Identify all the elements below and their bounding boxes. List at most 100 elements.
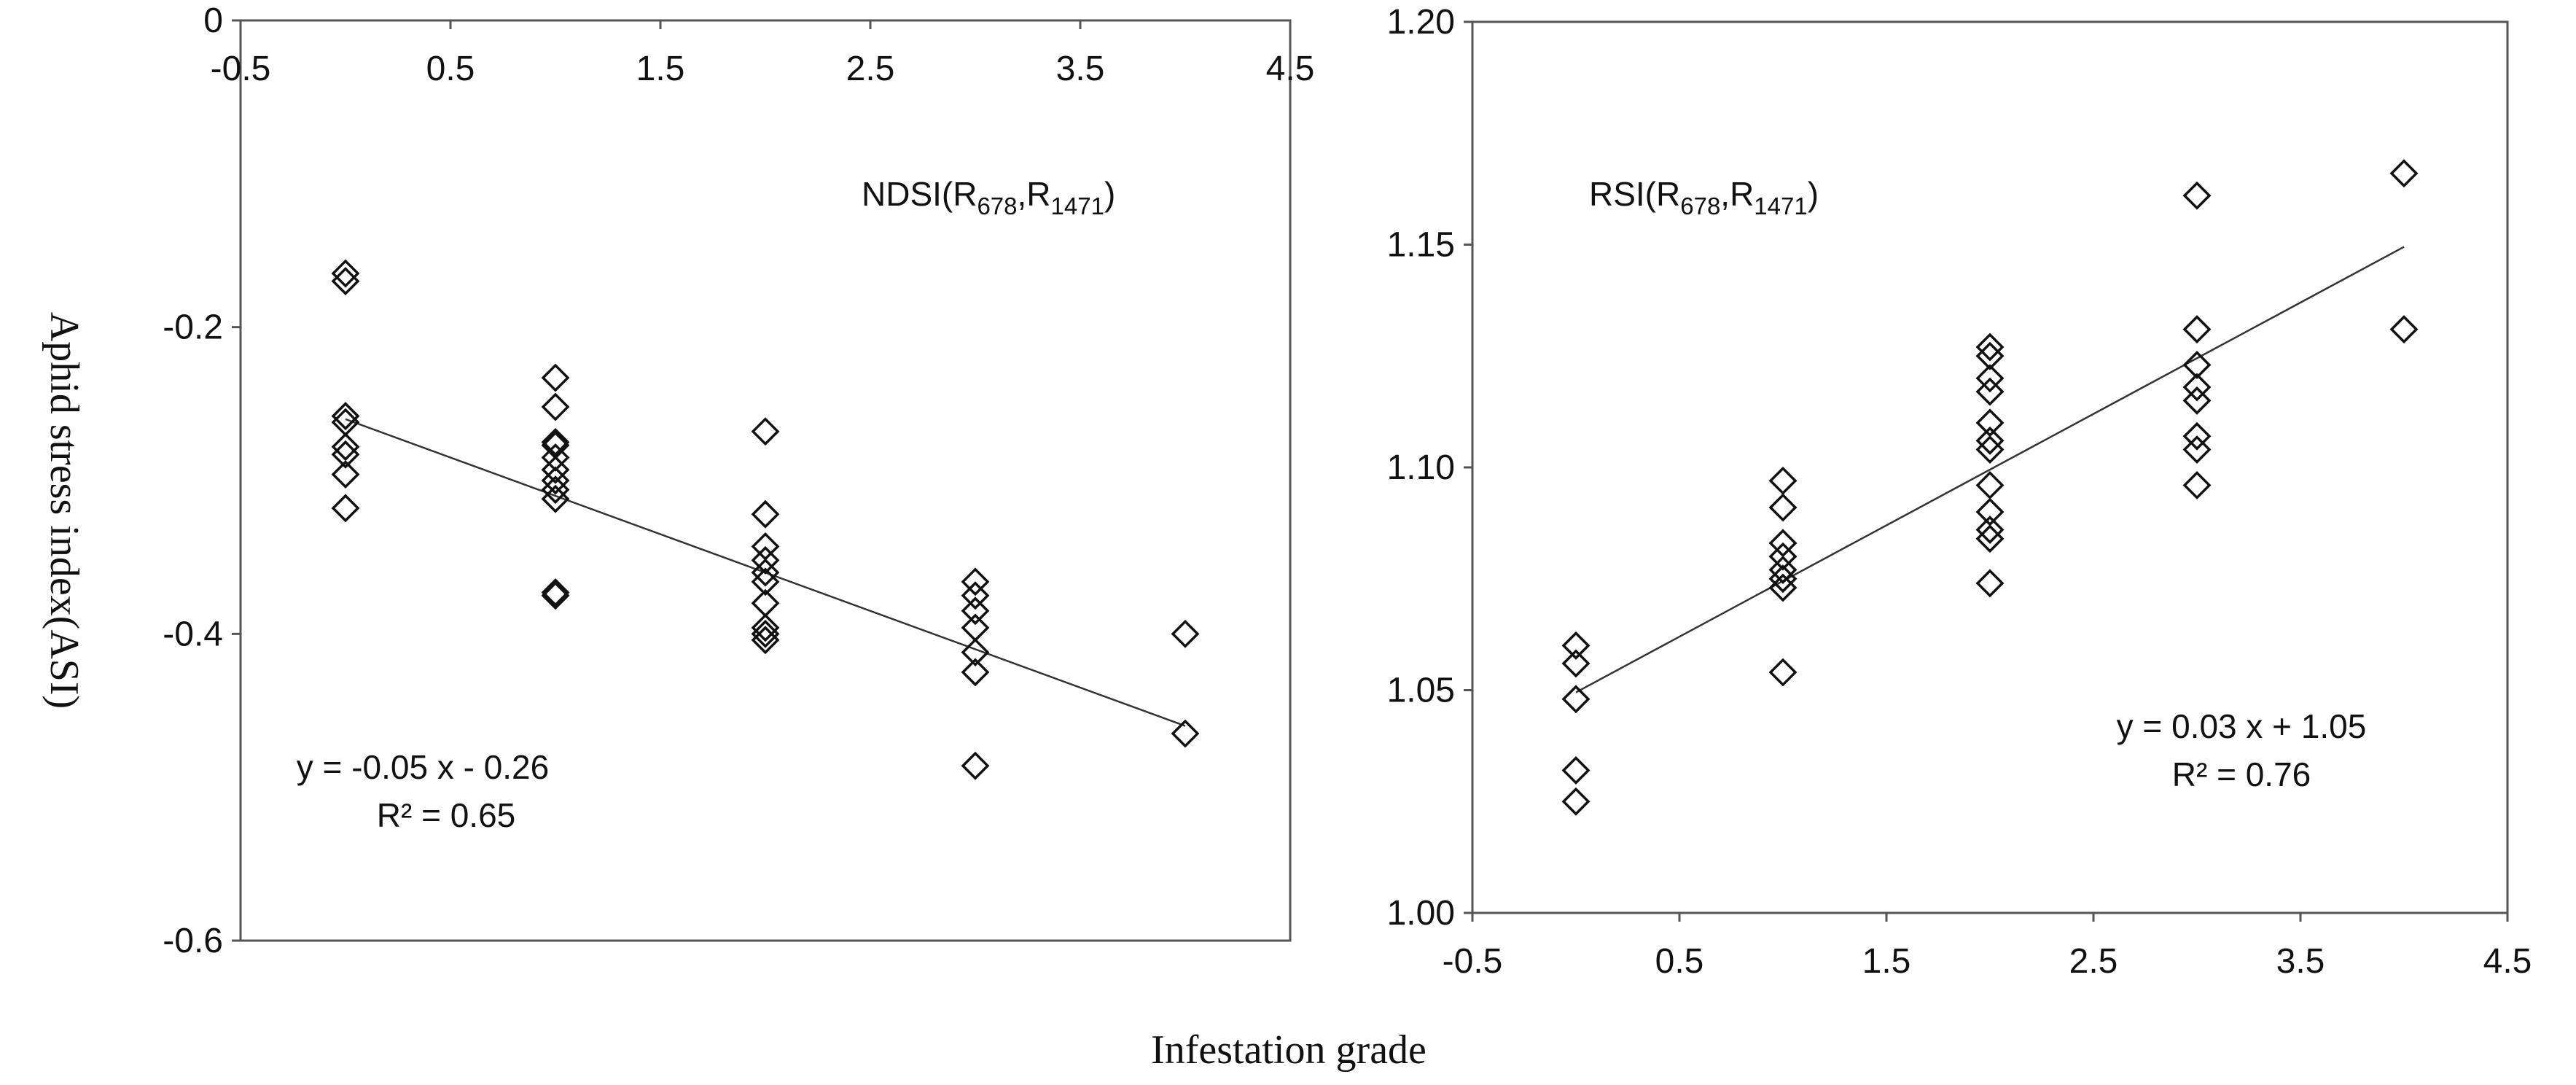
rsi-data-point bbox=[2182, 421, 2212, 451]
rsi-points bbox=[1561, 159, 2419, 816]
rsi-y-ticks: 1.00 1.05 1.10 1.15 1.20 bbox=[1387, 3, 1472, 933]
ndsi-data-point bbox=[331, 402, 360, 431]
ndsi-x-tick-label: 3.5 bbox=[1056, 50, 1105, 88]
rsi-data-point bbox=[1561, 649, 1591, 678]
ndsi-data-point bbox=[751, 545, 780, 575]
ndsi-data-point bbox=[541, 363, 570, 392]
ndsi-y-ticks: 0 -0.2 -0.4 -0.6 bbox=[163, 1, 241, 960]
ndsi-data-point bbox=[541, 578, 570, 607]
ndsi-points bbox=[331, 259, 1200, 780]
ndsi-data-point bbox=[1171, 719, 1200, 748]
rsi-plot-frame bbox=[1471, 20, 2509, 914]
ndsi-x-tick-label: 0.5 bbox=[426, 50, 475, 88]
ndsi-title: NDSI(R678,R1471) bbox=[862, 175, 1115, 219]
ndsi-data-point bbox=[751, 499, 780, 529]
rsi-y-tick-label: 1.15 bbox=[1387, 226, 1455, 265]
rsi-data-point bbox=[1561, 685, 1591, 714]
ndsi-y-tick-label: -0.6 bbox=[163, 922, 223, 960]
rsi-data-point bbox=[1768, 556, 1798, 585]
rsi-trendline bbox=[1575, 246, 2405, 693]
ndsi-x-tick-label: -0.5 bbox=[211, 50, 271, 88]
rsi-data-point bbox=[2182, 315, 2212, 344]
rsi-y-tick-label: 1.20 bbox=[1387, 3, 1455, 42]
ndsi-data-point bbox=[541, 475, 570, 505]
ndsi-data-point bbox=[961, 581, 990, 610]
rsi-x-tick-label: -0.5 bbox=[1443, 942, 1503, 981]
ndsi-data-point bbox=[331, 432, 360, 462]
ndsi-x-ticks: -0.5 0.5 1.5 2.5 3.5 4.5 bbox=[211, 20, 1315, 88]
ndsi-data-point bbox=[961, 751, 990, 780]
rsi-data-point bbox=[2182, 435, 2212, 464]
rsi-data-point bbox=[1975, 435, 2005, 464]
rsi-data-point bbox=[2389, 315, 2419, 344]
ndsi-data-point bbox=[331, 259, 360, 288]
ndsi-plot-frame bbox=[239, 19, 1292, 942]
rsi-data-point bbox=[1975, 426, 2005, 455]
ndsi-equation: y = -0.05 x - 0.26 bbox=[297, 748, 549, 786]
rsi-data-point bbox=[1561, 631, 1591, 660]
ndsi-data-point bbox=[961, 567, 990, 596]
ndsi-data-point bbox=[961, 638, 990, 667]
rsi-equation: y = 0.03 x + 1.05 bbox=[2117, 707, 2367, 745]
rsi-data-point bbox=[1768, 573, 1798, 602]
ndsi-data-point bbox=[331, 460, 360, 489]
rsi-panel: 1.00 1.05 1.10 1.15 1.20 -0.5 0.5 1.5 2.5 3.5 4.5… bbox=[1387, 3, 2532, 981]
rsi-data-point bbox=[1975, 341, 2005, 370]
rsi-x-tick-label: 3.5 bbox=[2276, 942, 2325, 981]
rsi-data-point bbox=[2182, 386, 2212, 415]
ndsi-data-point bbox=[751, 417, 780, 446]
rsi-y-tick-label: 1.05 bbox=[1387, 672, 1455, 710]
ndsi-y-tick-label: -0.4 bbox=[163, 615, 223, 653]
rsi-data-point bbox=[1768, 466, 1798, 495]
ndsi-data-point bbox=[541, 466, 570, 495]
rsi-data-point bbox=[1768, 542, 1798, 571]
ndsi-data-point bbox=[751, 558, 780, 587]
rsi-data-point bbox=[1975, 332, 2005, 362]
rsi-data-point bbox=[1561, 756, 1591, 785]
rsi-data-point bbox=[2182, 181, 2212, 210]
ndsi-data-point bbox=[751, 619, 780, 648]
rsi-x-tick-label: 4.5 bbox=[2483, 942, 2532, 981]
rsi-data-point bbox=[1975, 364, 2005, 393]
ndsi-data-point bbox=[541, 392, 570, 421]
rsi-data-point bbox=[1975, 524, 2005, 553]
rsi-y-tick-label: 1.00 bbox=[1387, 894, 1455, 933]
rsi-data-point bbox=[1975, 470, 2005, 499]
ndsi-data-point bbox=[541, 455, 570, 484]
rsi-x-tick-label: 1.5 bbox=[1862, 942, 1911, 981]
rsi-data-point bbox=[2389, 159, 2419, 188]
rsi-data-point bbox=[2182, 470, 2212, 499]
rsi-data-point bbox=[1975, 497, 2005, 526]
rsi-x-tick-label: 0.5 bbox=[1655, 942, 1704, 981]
y-axis-title: Aphid stress index(ASI) bbox=[42, 312, 87, 709]
ndsi-r2: R² = 0.65 bbox=[377, 796, 516, 834]
ndsi-x-tick-label: 4.5 bbox=[1266, 50, 1315, 88]
ndsi-data-point bbox=[1171, 619, 1200, 648]
ndsi-data-point bbox=[541, 581, 570, 610]
rsi-title: RSI(R678,R1471) bbox=[1589, 175, 1819, 219]
rsi-data-point bbox=[1561, 787, 1591, 816]
ndsi-y-tick-label: 0 bbox=[203, 1, 223, 40]
rsi-y-tick-label: 1.10 bbox=[1387, 448, 1455, 487]
ndsi-data-point bbox=[751, 613, 780, 642]
rsi-x-ticks: -0.5 0.5 1.5 2.5 3.5 4.5 bbox=[1443, 913, 2532, 981]
ndsi-data-point bbox=[541, 427, 570, 456]
rsi-data-point bbox=[1768, 529, 1798, 558]
rsi-data-point bbox=[1975, 516, 2005, 545]
ndsi-data-point bbox=[331, 267, 360, 296]
ndsi-data-point bbox=[961, 658, 990, 687]
rsi-data-point bbox=[1768, 564, 1798, 594]
ndsi-data-point bbox=[331, 494, 360, 523]
rsi-data-point bbox=[2182, 373, 2212, 402]
rsi-data-point bbox=[2182, 350, 2212, 379]
ndsi-data-point bbox=[751, 626, 780, 655]
ndsi-y-tick-label: -0.2 bbox=[163, 308, 223, 347]
ndsi-data-point bbox=[331, 440, 360, 469]
ndsi-data-point bbox=[961, 613, 990, 642]
ndsi-panel: 0 -0.2 -0.4 -0.6 -0.5 0.5 1.5 2.5 3.5 4.5 NDSI(R… bbox=[163, 1, 1314, 960]
ndsi-data-point bbox=[541, 484, 570, 513]
rsi-data-point bbox=[1975, 569, 2005, 598]
ndsi-x-tick-label: 2.5 bbox=[846, 50, 895, 88]
